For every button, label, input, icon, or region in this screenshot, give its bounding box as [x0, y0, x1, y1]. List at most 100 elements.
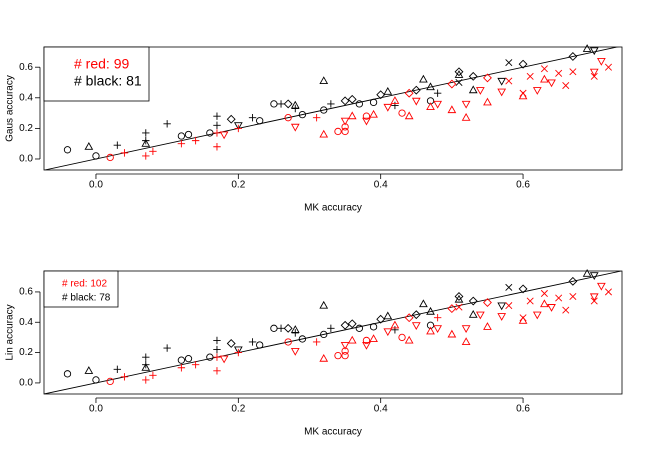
legend: # red: 99# black: 81 — [43, 46, 150, 102]
point — [483, 97, 492, 106]
point — [298, 335, 307, 343]
point — [355, 324, 363, 332]
point — [191, 361, 200, 369]
point — [213, 121, 221, 130]
point — [532, 311, 542, 320]
point — [319, 129, 329, 138]
point — [341, 351, 349, 360]
plot-frame — [43, 46, 623, 171]
legend-entry: # black: 78 — [62, 293, 111, 304]
point — [540, 74, 549, 83]
point — [411, 322, 421, 331]
point — [582, 269, 592, 277]
point — [426, 102, 435, 111]
legend-entry: # red: 102 — [62, 279, 107, 290]
x-tick-label: 0.4 — [374, 180, 388, 191]
point — [320, 106, 328, 114]
point — [113, 365, 122, 373]
point — [106, 153, 114, 162]
point — [206, 353, 214, 361]
point — [362, 117, 371, 126]
point — [248, 338, 257, 346]
point — [475, 311, 485, 320]
point — [391, 326, 399, 334]
point — [526, 72, 534, 80]
point — [383, 86, 393, 95]
point — [213, 353, 221, 361]
point — [213, 112, 221, 120]
point — [426, 82, 435, 91]
panel: 0.0 0.2 0.4 0.6 0.0 0.2 0.4 0.6 MK accuracy Lin a… — [5, 269, 623, 438]
point — [540, 289, 548, 297]
point — [291, 329, 299, 337]
point — [142, 376, 150, 384]
point — [341, 127, 349, 136]
point — [319, 76, 329, 85]
x-tick-label: 0.0 — [89, 404, 103, 415]
point — [163, 344, 171, 352]
point — [63, 146, 72, 154]
point — [604, 288, 612, 296]
point — [177, 356, 186, 364]
point — [590, 72, 598, 80]
x-axis-label: MK accuracy — [304, 203, 362, 214]
point — [206, 129, 214, 137]
point — [334, 127, 342, 136]
point — [596, 58, 606, 66]
point — [291, 104, 299, 113]
point — [433, 100, 443, 109]
point — [256, 117, 264, 125]
point — [226, 114, 236, 124]
point — [340, 96, 350, 106]
point — [327, 324, 335, 333]
x-tick-label: 0.6 — [516, 180, 530, 191]
point — [376, 314, 386, 324]
point — [340, 320, 350, 330]
point — [283, 99, 293, 109]
point — [497, 77, 507, 86]
point — [582, 44, 592, 52]
y-axis-label: Gaus accuracy — [5, 75, 16, 142]
point — [540, 65, 548, 73]
point — [433, 89, 442, 97]
point — [369, 98, 378, 107]
point — [518, 284, 528, 294]
point — [177, 132, 186, 140]
legend-box — [43, 270, 119, 308]
point — [455, 303, 463, 311]
x-tick-label: 0.6 — [516, 404, 530, 415]
point — [369, 334, 378, 342]
point — [505, 59, 513, 67]
point — [213, 129, 221, 137]
point — [411, 310, 421, 320]
panel: 0.0 0.2 0.4 0.6 0.0 0.2 0.4 0.6 MK accuracy Gaus … — [5, 44, 623, 214]
point — [362, 112, 371, 120]
point — [547, 79, 556, 88]
point — [497, 313, 507, 321]
point — [419, 74, 428, 83]
point — [419, 299, 428, 308]
point — [454, 70, 464, 78]
point — [468, 296, 478, 306]
point — [142, 353, 150, 361]
y-tick-label: 0.2 — [19, 347, 33, 358]
point — [454, 294, 464, 303]
point — [347, 335, 357, 344]
point — [213, 143, 221, 151]
point — [92, 376, 100, 384]
x-tick-label: 0.2 — [231, 180, 245, 191]
point — [290, 348, 300, 356]
point — [398, 109, 406, 117]
point — [341, 347, 349, 355]
point — [589, 293, 599, 302]
point — [589, 47, 599, 56]
point — [555, 294, 563, 302]
point — [411, 85, 421, 95]
point — [213, 367, 221, 375]
point — [497, 302, 507, 311]
point — [290, 123, 300, 132]
point — [362, 341, 371, 350]
point — [475, 87, 485, 95]
point — [447, 79, 457, 89]
point — [141, 138, 151, 147]
